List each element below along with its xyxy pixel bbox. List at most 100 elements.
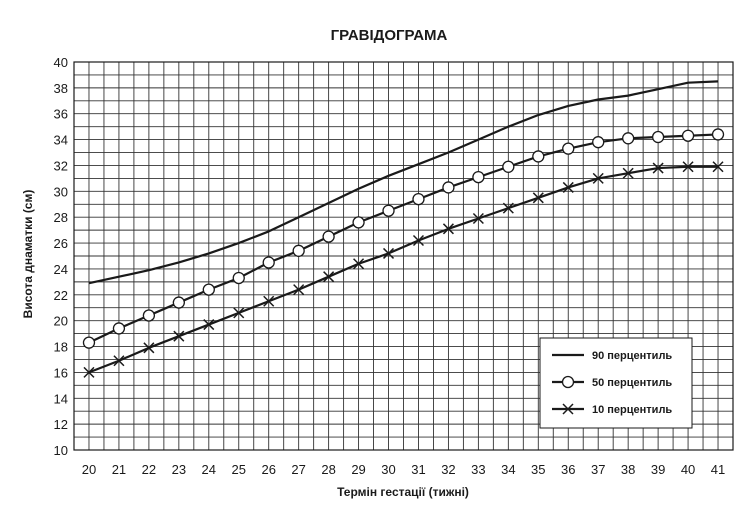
x-marker (592, 172, 604, 184)
circle-marker (561, 375, 575, 389)
x-marker (113, 355, 125, 367)
x-marker (502, 202, 514, 214)
x-tick-label: 31 (411, 462, 425, 477)
circle-marker (382, 204, 395, 217)
y-tick-label: 28 (54, 210, 68, 225)
y-axis-ticks: 10 12 14 16 18 20 22 24 26 28 30 32 34 36 38 40 (54, 55, 68, 458)
x-tick-label: 20 (82, 462, 96, 477)
circle-marker (502, 160, 515, 173)
x-tick-label: 36 (561, 462, 575, 477)
x-marker (233, 307, 245, 319)
x-marker (143, 342, 155, 354)
x-marker (323, 271, 335, 283)
series-lines (88, 80, 719, 374)
y-tick-label: 10 (54, 443, 68, 458)
x-tick-label: 33 (471, 462, 485, 477)
x-tick-label: 23 (172, 462, 186, 477)
x-axis-label: Термін гестації (тижні) (337, 485, 469, 499)
x-tick-label: 41 (711, 462, 725, 477)
circle-marker (442, 181, 455, 194)
x-tick-label: 28 (321, 462, 335, 477)
circle-marker (562, 142, 575, 155)
x-marker (562, 403, 574, 415)
circle-marker (172, 296, 185, 309)
circle-marker (142, 309, 156, 322)
circle-marker (412, 192, 425, 206)
circle-marker (292, 244, 305, 257)
x-tick-label: 39 (651, 462, 665, 477)
chart-title: ГРАВІДОГРАМА (331, 27, 448, 44)
legend-label: 50 перцентиль (592, 377, 672, 389)
y-tick-label: 26 (54, 236, 68, 251)
x-tick-label: 22 (142, 462, 156, 477)
plot-frame (73, 61, 734, 451)
x-tick-label: 25 (232, 462, 246, 477)
y-tick-label: 40 (54, 55, 68, 70)
y-tick-label: 38 (54, 81, 68, 96)
legend-label: 10 перцентиль (592, 404, 672, 416)
y-tick-label: 30 (54, 184, 68, 199)
series-line-1 (88, 80, 719, 285)
circle-marker (322, 230, 335, 243)
x-marker (293, 284, 305, 296)
x-marker (382, 247, 395, 259)
x-marker (712, 161, 724, 173)
y-tick-label: 34 (54, 133, 68, 148)
x-marker (622, 167, 634, 179)
legend-items: 90 перцентиль 50 перцентиль 10 перцентиль (552, 350, 672, 416)
x-marker (562, 181, 574, 193)
x-marker (83, 366, 95, 378)
legend: 90 перцентиль 50 перцентиль 10 перцентиль (539, 337, 693, 429)
circle-marker (352, 216, 365, 229)
circle-marker (232, 271, 245, 285)
y-tick-label: 20 (54, 314, 68, 329)
x-marker (472, 212, 484, 225)
y-tick-label: 32 (54, 158, 68, 173)
x-marker (203, 319, 215, 331)
circle-marker (592, 136, 605, 149)
y-tick-label: 22 (54, 288, 68, 303)
y-tick-label: 36 (54, 107, 68, 122)
y-axis-label: Висота днаматки (см) (21, 190, 35, 319)
y-tick-label: 24 (54, 262, 68, 277)
x-tick-label: 24 (202, 462, 216, 477)
y-tick-label: 12 (54, 417, 68, 432)
series-markers (82, 128, 725, 378)
y-tick-label: 16 (54, 365, 68, 380)
x-tick-label: 34 (501, 462, 515, 477)
x-tick-label: 40 (681, 462, 695, 477)
x-marker (263, 295, 275, 307)
circle-marker (202, 283, 215, 296)
x-marker (353, 258, 365, 270)
x-marker (652, 162, 664, 174)
x-marker (412, 234, 425, 247)
circle-marker (262, 256, 275, 269)
x-tick-label: 26 (261, 462, 275, 477)
circle-marker (711, 128, 725, 141)
y-tick-label: 14 (54, 391, 68, 406)
circle-marker (651, 130, 665, 144)
x-tick-label: 32 (441, 462, 455, 477)
x-tick-label: 38 (621, 462, 635, 477)
series-line-3 (88, 165, 719, 374)
x-marker (682, 161, 694, 173)
x-marker (442, 223, 454, 235)
x-tick-label: 37 (591, 462, 605, 477)
x-tick-label: 30 (381, 462, 395, 477)
x-tick-label: 35 (531, 462, 545, 477)
x-tick-label: 29 (351, 462, 365, 477)
circle-marker (532, 150, 545, 163)
x-marker (173, 330, 185, 342)
circle-marker (472, 170, 485, 184)
legend-label: 90 перцентиль (592, 350, 672, 362)
circle-marker (681, 129, 695, 142)
circle-marker (82, 336, 96, 349)
x-axis-ticks: 20 21 22 23 24 25 26 27 28 29 30 31 32 33 34 35 36 37 38 39… (82, 462, 726, 477)
x-tick-label: 21 (112, 462, 126, 477)
y-tick-label: 18 (54, 340, 68, 355)
x-marker (532, 192, 544, 204)
circle-marker (622, 132, 635, 145)
series-line-2 (88, 133, 719, 344)
circle-marker (112, 322, 126, 335)
